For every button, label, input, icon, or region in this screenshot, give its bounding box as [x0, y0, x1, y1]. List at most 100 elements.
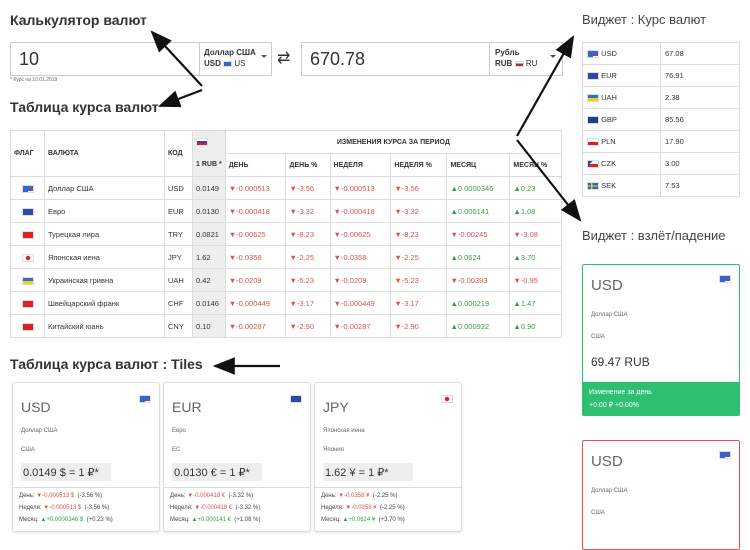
week-pct: ▼-3.32 [390, 199, 448, 223]
chevron-down-icon [550, 55, 556, 58]
tile-month-label: Месяц: [19, 517, 39, 523]
widget-rate-code: SEK [601, 180, 617, 190]
from-currency-code: USD [204, 59, 221, 68]
widget-up-change: +0.00 ₽ +0.00% [589, 402, 639, 409]
to-currency-select[interactable]: Рубль RUB RU [495, 47, 537, 69]
col-flag[interactable]: ФЛАГ [10, 130, 45, 177]
tile-week-change: ▼-0.000513 $ [43, 505, 82, 511]
widget-down-card[interactable]: USD Доллар США США [582, 440, 740, 550]
widget-rate-row: PLN 17.90 [582, 130, 740, 153]
to-currency-country: RU [525, 59, 538, 68]
flag-cell [10, 222, 45, 246]
currency-name: Украинская гривна [44, 268, 165, 292]
currency-tile[interactable]: EUR Евро ЕС 0.0130 € = 1 ₽* День: ▼-0.000418… [163, 382, 311, 532]
tile-week-label: Неделя: [321, 505, 344, 511]
rub-flag-header [192, 130, 226, 154]
widget-rate-code: USD [601, 48, 617, 58]
widget-rate-currency: SEK [582, 174, 661, 197]
to-currency-code: RUB [495, 59, 513, 68]
col-month-pct[interactable]: МЕСЯЦ % [509, 153, 562, 177]
col-month[interactable]: МЕСЯЦ [446, 153, 511, 177]
widget-rate-row: SEK 7.53 [582, 174, 740, 197]
widget-rate-code: EUR [601, 70, 617, 80]
col-day[interactable]: ДЕНЬ [224, 153, 287, 177]
rub-rate: 0.10 [192, 314, 226, 338]
widget-rates-table: USD 67.08 EUR 76.91 UAH 2.38 GBP 85.56 PLN 17… [582, 42, 740, 197]
day-change: ▼-0.0209 [224, 268, 287, 292]
tile-day-pct: (-3.56 %) [77, 493, 103, 499]
col-day-pct[interactable]: ДЕНЬ % [285, 153, 331, 177]
table-row: Евро EUR 0.0130 ▼-0.000418 ▼-3.32 ▼-0.000418 ▼… [10, 199, 562, 223]
widget-up-name: Доллар США [591, 312, 628, 318]
col-week-pct[interactable]: НЕДЕЛЯ % [390, 153, 448, 177]
widget-rate-value: 7.53 [660, 174, 740, 197]
arrow-to-rates-table [157, 88, 203, 108]
col-rub[interactable]: 1 RUB * [192, 153, 226, 177]
widget-down-name: Доллар США [591, 488, 628, 494]
to-amount-input[interactable]: 670.78 [310, 49, 366, 69]
week-change: ▼-0.000449 [329, 291, 392, 315]
currency-name: Евро [44, 199, 165, 223]
tile-month-pct: (+1.08 %) [234, 517, 261, 523]
day-change: ▼-0.000513 [224, 176, 287, 200]
currency-code: JPY [164, 245, 193, 269]
flag-cell [10, 268, 45, 292]
tile-day-label: День: [321, 493, 337, 499]
rub-rate: 0.0821 [192, 222, 226, 246]
rub-rate: 0.0149 [192, 176, 226, 200]
widget-up-card[interactable]: USD Доллар США США 69.47 RUB Изменение з… [582, 264, 740, 416]
converter-to: 670.78 Рубль RUB RU [301, 42, 563, 76]
tile-day-stat: День: ▼-0.000513 $ (-3.56 %) [19, 493, 102, 499]
tile-day-change: ▼-0.0358 ¥ [338, 493, 370, 499]
widget-rate-row: EUR 76.91 [582, 64, 740, 87]
tile-day-change: ▼-0.000513 $ [36, 493, 75, 499]
week-pct: ▼-2.90 [390, 314, 448, 338]
col-currency[interactable]: ВАЛЮТА [44, 130, 165, 177]
chevron-down-icon [261, 55, 267, 58]
widget-updown-title: Виджет : взлёт/падение [582, 228, 726, 243]
se-flag-icon [587, 182, 599, 190]
cz-flag-icon [587, 160, 599, 168]
widget-rate-row: UAH 2.38 [582, 86, 740, 109]
table-row: Китайский юань CNY 0.10 ▼-0.00287 ▼-2.90 ▼-0.… [10, 314, 562, 338]
col-code[interactable]: КОД [164, 130, 193, 177]
currency-tile[interactable]: USD Доллар США США 0.0149 $ = 1 ₽* День: ▼-0… [12, 382, 160, 532]
ch-flag-icon [21, 299, 34, 308]
week-change: ▼-0.000513 [329, 176, 392, 200]
rates-table: ФЛАГ ВАЛЮТА КОД ИЗМЕНЕНИЯ КУРСА ЗА ПЕРИО… [10, 130, 563, 338]
tile-week-change: ▼-0.000418 € [194, 505, 233, 511]
tile-month-stat: Месяц: ▲+0.0624 ¥ (+3.70 %) [321, 517, 405, 523]
currency-code: CHF [164, 291, 193, 315]
widget-up-rate: 69.47 RUB [591, 355, 650, 369]
tile-day-label: День: [170, 493, 186, 499]
tile-day-pct: (-2.25 %) [372, 493, 398, 499]
widget-rate-value: 2.38 [660, 86, 740, 109]
tile-month-change: ▲+0.000141 € [191, 517, 231, 523]
month-change: ▼-0.00245 [446, 222, 511, 246]
week-change: ▼-0.0209 [329, 268, 392, 292]
tile-week-change: ▼-0.0358 ¥ [345, 505, 377, 511]
week-pct: ▼-2.25 [390, 245, 448, 269]
tile-country: Япония [323, 447, 344, 453]
flag-cell [10, 314, 45, 338]
week-pct: ▼-5.23 [390, 268, 448, 292]
day-pct: ▼-3.32 [285, 199, 331, 223]
tile-name: Евро [172, 428, 186, 434]
currency-tile[interactable]: JPY Японская иена Япония 1.62 ¥ = 1 ₽* День:… [314, 382, 462, 532]
col-week[interactable]: НЕДЕЛЯ [329, 153, 392, 177]
us-flag-icon [719, 451, 731, 459]
table-row: Швейцарский франк CHF 0.0146 ▼-0.000449 ▼-3.… [10, 291, 562, 315]
tile-divider [164, 487, 310, 488]
widget-rate-value: 17.90 [660, 130, 740, 153]
tile-day-label: День: [19, 493, 35, 499]
from-currency-select[interactable]: Доллар США USD US [204, 47, 256, 69]
swap-icon[interactable]: ⇄ [277, 50, 291, 67]
ru-flag-icon [514, 60, 524, 67]
day-pct: ▼-3.17 [285, 291, 331, 315]
table-row: Турецкая лира TRY 0.0821 ▼-0.00625 ▼-8.23 ▼-0… [10, 222, 562, 246]
tile-code: JPY [323, 399, 349, 415]
day-change: ▼-0.00287 [224, 314, 287, 338]
eu-flag-icon [587, 72, 599, 80]
from-amount-input[interactable]: 10 [19, 49, 40, 69]
tile-day-pct: (-3.32 %) [228, 493, 254, 499]
